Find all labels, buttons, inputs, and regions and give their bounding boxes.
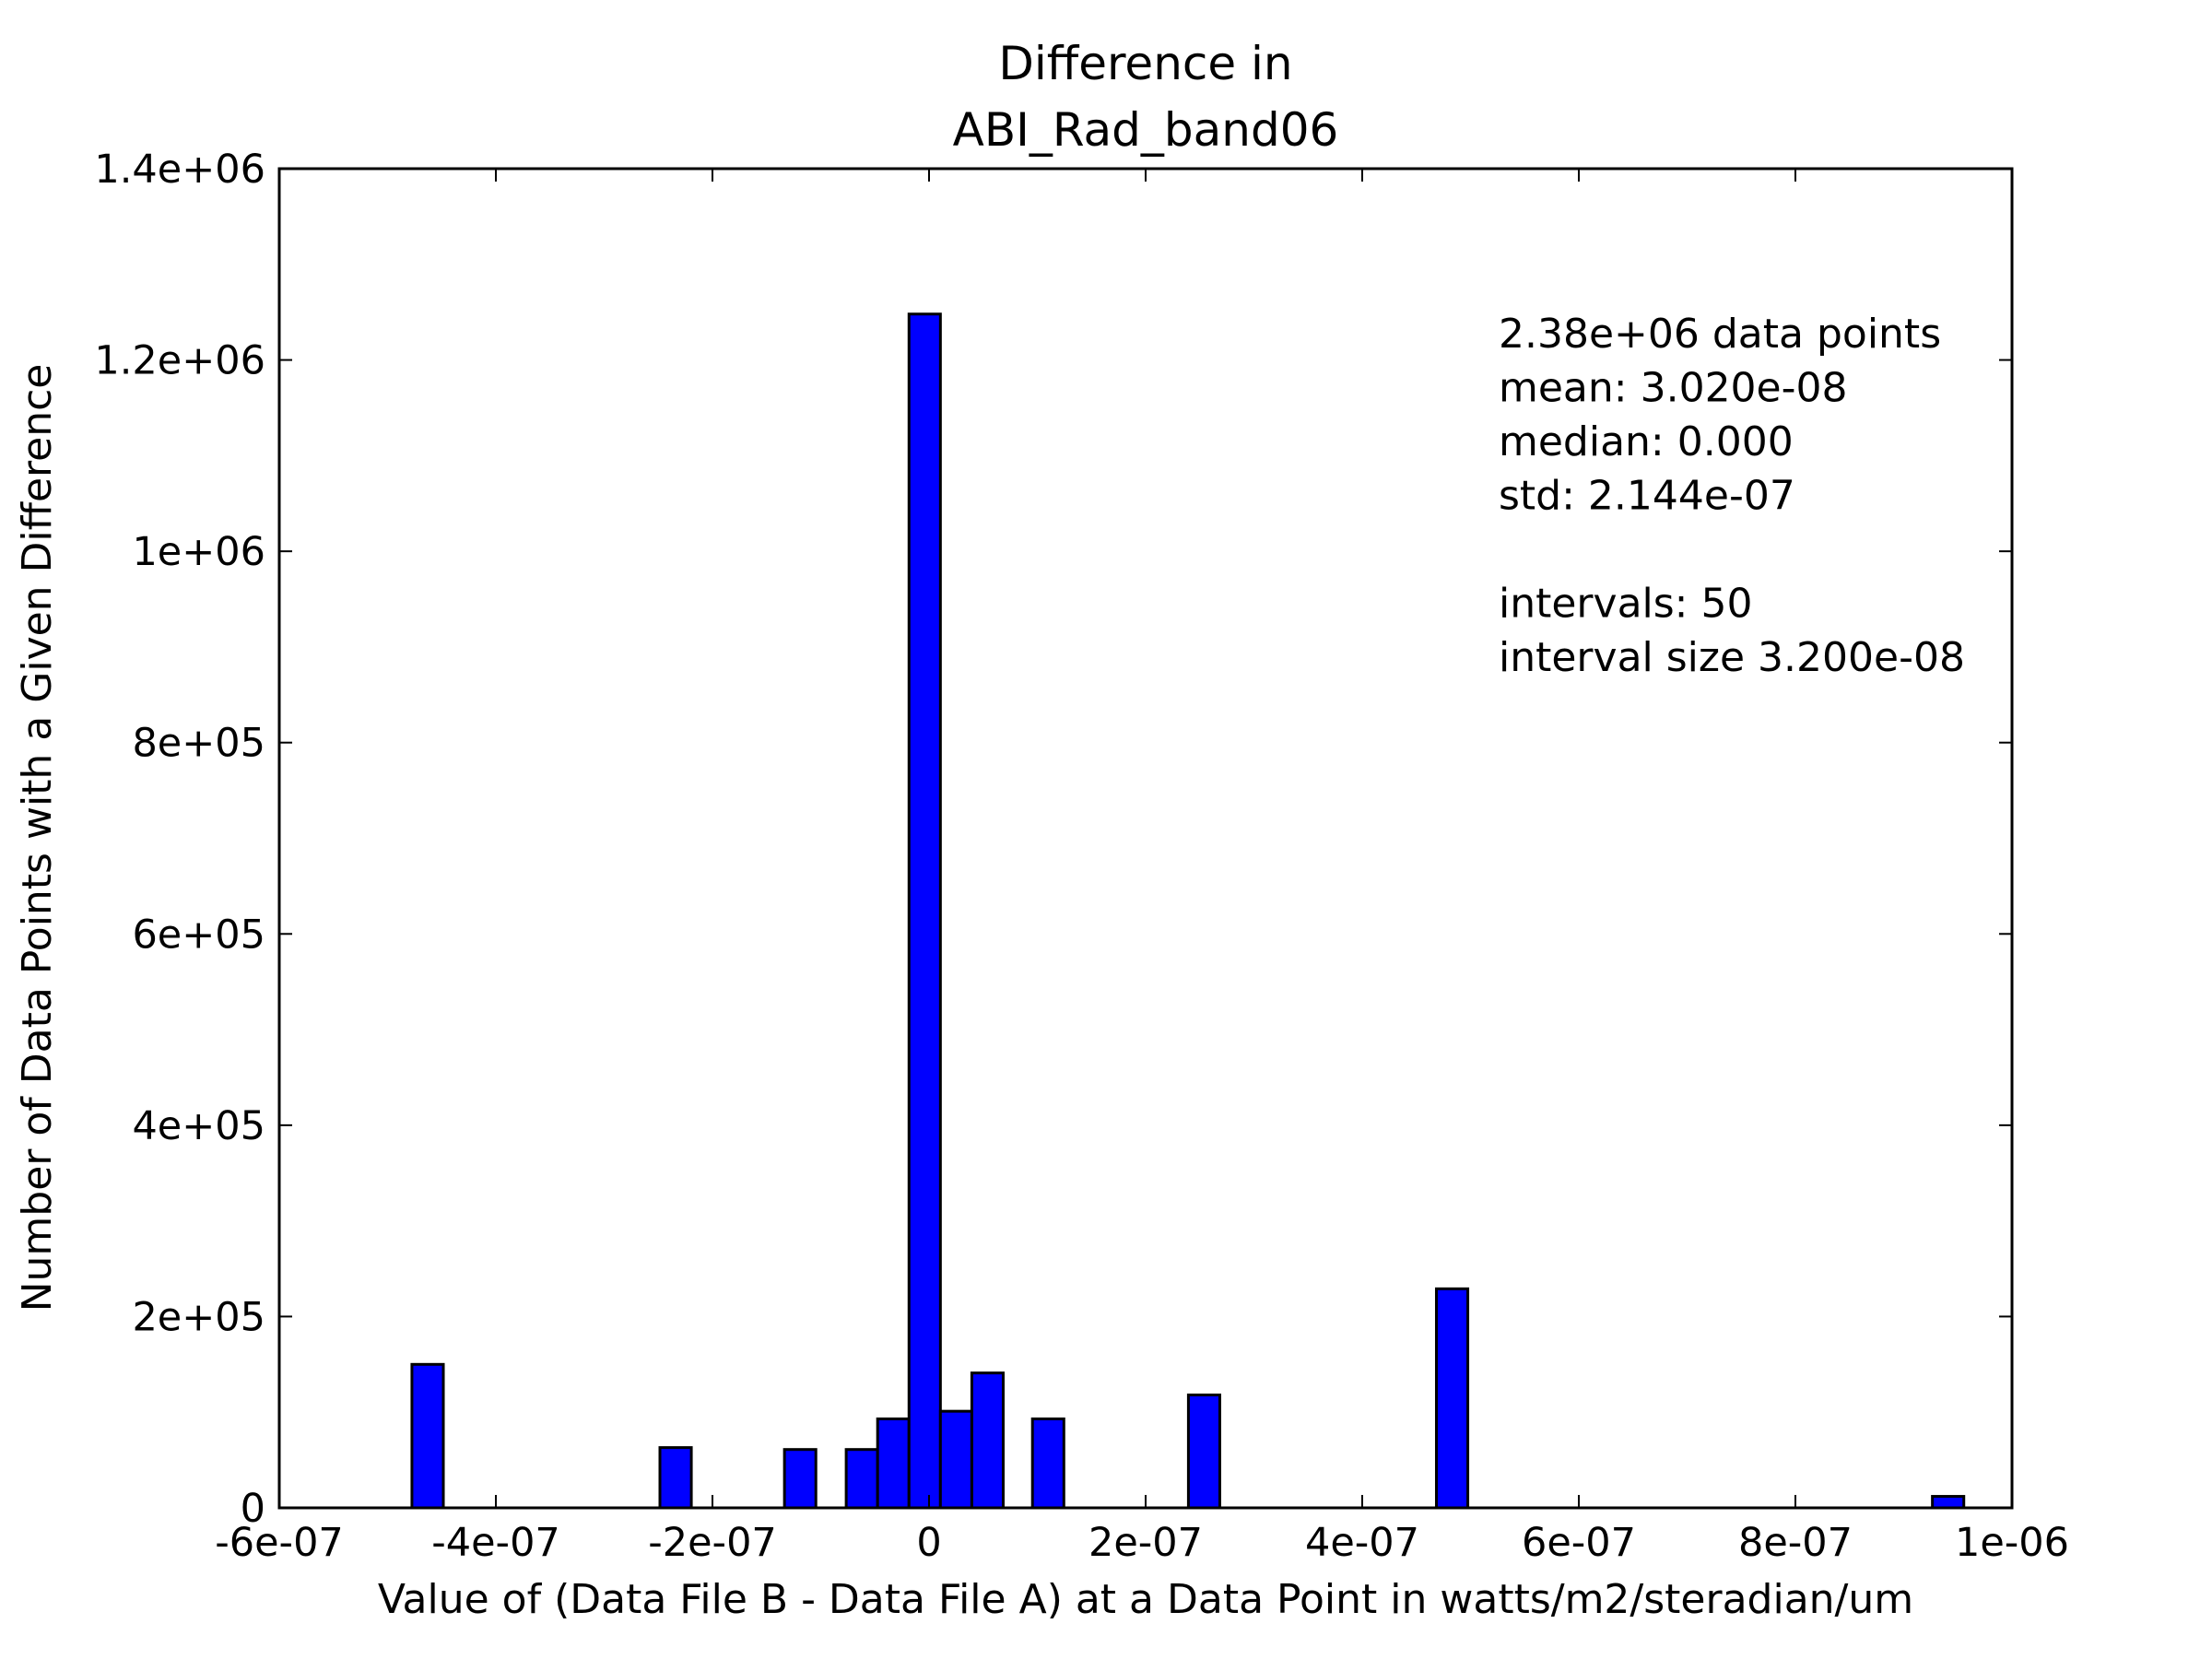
stats-line: std: 2.144e-07	[1499, 473, 1795, 520]
x-tick-label: -4e-07	[431, 1520, 560, 1566]
histogram-bar-7	[970, 1371, 1005, 1510]
stats-annotation: 2.38e+06 data points mean: 3.020e-08 media…	[1499, 311, 1965, 681]
y-axis-label: Number of Data Points with a Given Diffe…	[14, 364, 61, 1312]
y-tick-label: 4e+05	[132, 1103, 265, 1149]
histogram-bar-5	[907, 312, 942, 1510]
x-tick-label: 0	[916, 1520, 941, 1566]
bars-group	[410, 312, 1966, 1510]
ticks-group: -6e-07 -4e-07 -2e-07 0 2e-07 4e-07 6e-07 8e-07 1…	[94, 147, 2069, 1566]
x-tick-label: -2e-07	[648, 1520, 777, 1566]
stats-line: median: 0.000	[1499, 418, 1794, 465]
chart-title-line-1: Difference in	[998, 37, 1292, 90]
histogram-bar-0	[410, 1362, 445, 1510]
stats-line: intervals: 50	[1499, 581, 1752, 628]
histogram-bar-1	[658, 1446, 693, 1510]
histogram-bar-4	[876, 1417, 911, 1510]
x-tick-label: 8e-07	[1738, 1520, 1853, 1566]
histogram-bar-8	[1030, 1417, 1065, 1510]
y-tick-label: 6e+05	[132, 912, 265, 958]
x-tick-label: 2e-07	[1088, 1520, 1203, 1566]
histogram-bar-9	[1186, 1394, 1221, 1510]
y-tick-label: 1e+06	[132, 529, 265, 575]
x-axis-label: Value of (Data File B - Data File A) at …	[378, 1576, 1913, 1623]
histogram-bar-3	[844, 1448, 879, 1510]
histogram-bar-2	[782, 1448, 818, 1510]
y-tick-label: 1.2e+06	[94, 338, 265, 384]
stats-line: interval size 3.200e-08	[1499, 634, 1965, 681]
x-tick-label: 4e-07	[1305, 1520, 1419, 1566]
stats-line: 2.38e+06 data points	[1499, 311, 1941, 358]
y-tick-label: 0	[241, 1486, 265, 1532]
histogram-bar-11	[1931, 1495, 1966, 1510]
y-tick-label: 1.4e+06	[94, 147, 265, 193]
chart-title-line-2: ABI_Rad_band06	[953, 103, 1339, 157]
histogram-bar-6	[938, 1409, 973, 1510]
x-tick-label: -6e-07	[215, 1520, 344, 1566]
x-tick-label: 6e-07	[1522, 1520, 1636, 1566]
x-tick-label: 1e-06	[1955, 1520, 2069, 1566]
stats-line: mean: 3.020e-08	[1499, 365, 1848, 412]
y-tick-label: 8e+05	[132, 721, 265, 767]
plot-frame	[277, 167, 2014, 1510]
histogram-bar-10	[1434, 1287, 1470, 1510]
y-tick-label: 2e+05	[132, 1294, 265, 1340]
